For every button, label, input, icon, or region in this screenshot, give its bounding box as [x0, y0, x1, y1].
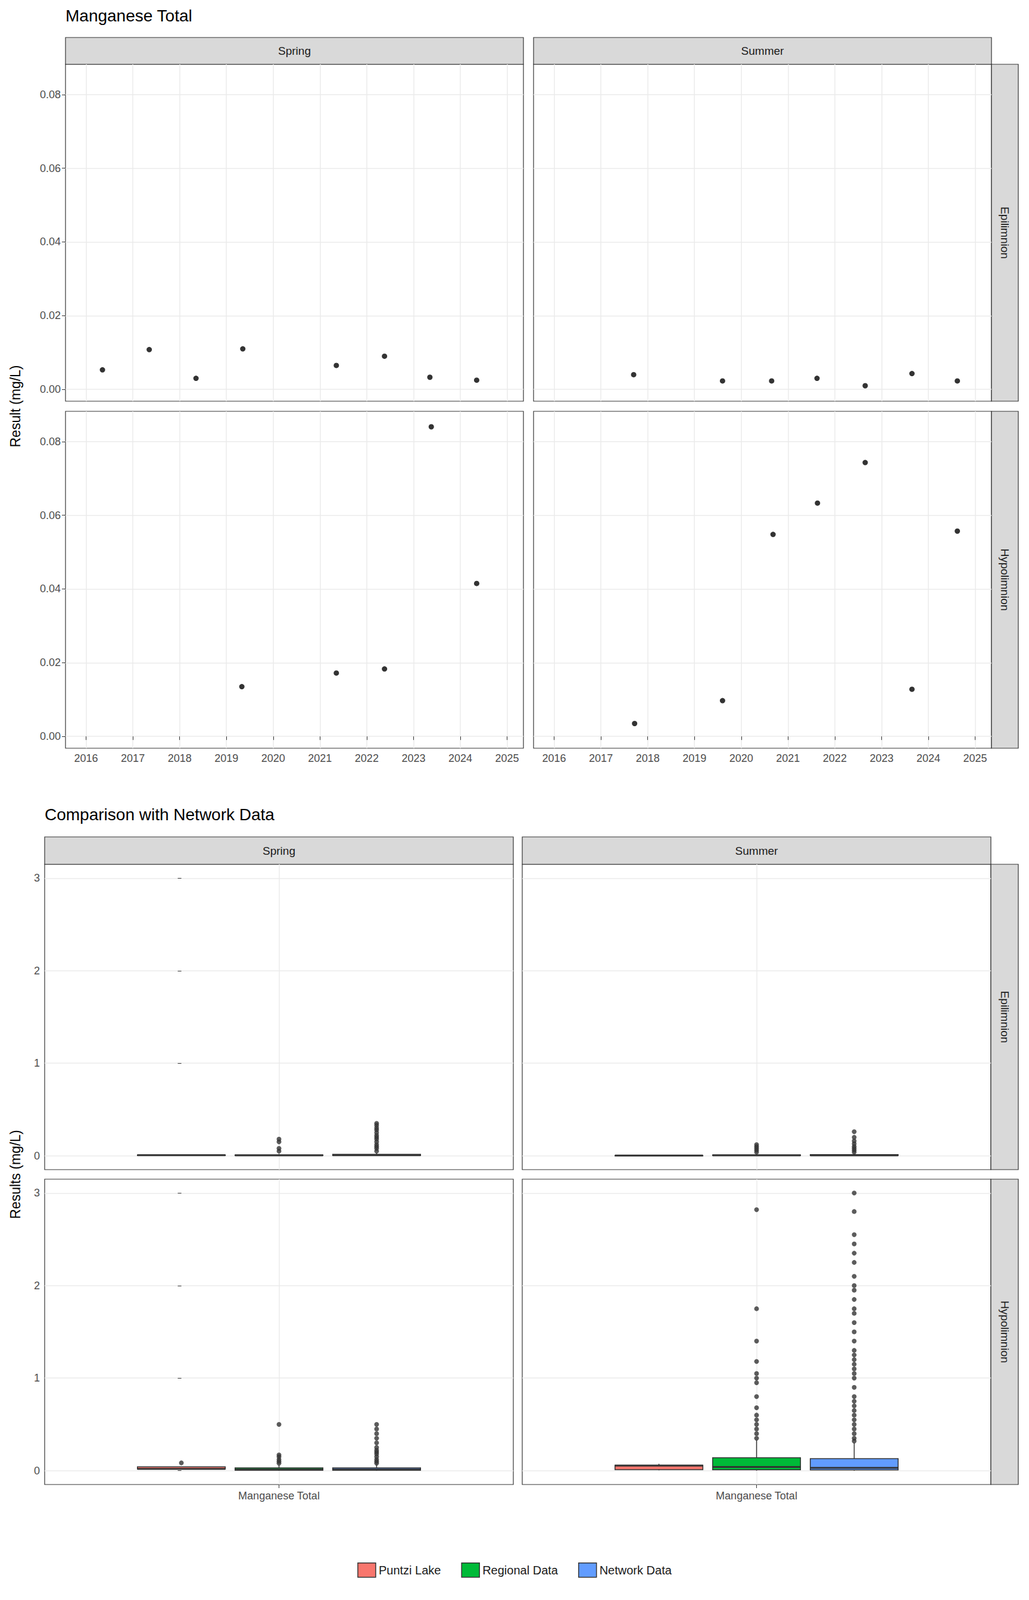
svg-text:Hypolimnion: Hypolimnion	[998, 549, 1012, 612]
svg-text:3: 3	[33, 1187, 40, 1200]
svg-text:0.04: 0.04	[39, 235, 61, 248]
svg-text:1: 1	[33, 1372, 40, 1385]
svg-text:0.06: 0.06	[39, 509, 61, 522]
svg-text:2017: 2017	[120, 752, 145, 765]
svg-text:0.02: 0.02	[39, 309, 61, 322]
svg-text:0.00: 0.00	[39, 383, 61, 396]
svg-text:2021: 2021	[775, 752, 800, 765]
svg-text:2023: 2023	[401, 752, 426, 765]
svg-text:2017: 2017	[588, 752, 613, 765]
svg-text:0.06: 0.06	[39, 162, 61, 175]
svg-text:0.02: 0.02	[39, 656, 61, 669]
svg-text:2019: 2019	[682, 752, 707, 765]
svg-text:2024: 2024	[916, 752, 941, 765]
svg-text:Regional Data: Regional Data	[482, 1564, 559, 1578]
svg-text:Network Data: Network Data	[599, 1564, 673, 1578]
svg-text:2025: 2025	[494, 752, 519, 765]
svg-text:Hypolimnion: Hypolimnion	[998, 1301, 1012, 1364]
svg-text:Puntzi Lake: Puntzi Lake	[378, 1564, 442, 1578]
svg-text:2023: 2023	[869, 752, 894, 765]
svg-text:0.08: 0.08	[39, 88, 61, 101]
svg-text:Manganese Total: Manganese Total	[715, 1490, 798, 1503]
svg-text:Results (mg/L): Results (mg/L)	[7, 1130, 24, 1220]
svg-text:3: 3	[33, 872, 40, 885]
svg-text:0: 0	[33, 1465, 40, 1478]
svg-text:2022: 2022	[822, 752, 847, 765]
svg-text:2022: 2022	[354, 752, 379, 765]
svg-text:0.08: 0.08	[39, 435, 61, 448]
svg-text:2019: 2019	[214, 752, 239, 765]
svg-text:2016: 2016	[542, 752, 567, 765]
svg-text:2018: 2018	[167, 752, 192, 765]
svg-text:2018: 2018	[635, 752, 660, 765]
svg-text:0: 0	[33, 1150, 40, 1163]
svg-text:0.00: 0.00	[39, 730, 61, 743]
svg-text:0.04: 0.04	[39, 582, 61, 595]
svg-text:2: 2	[33, 1280, 40, 1293]
svg-text:Manganese Total: Manganese Total	[65, 6, 193, 26]
svg-text:Result (mg/L): Result (mg/L)	[7, 365, 24, 448]
svg-text:Epilimnion: Epilimnion	[998, 991, 1012, 1044]
svg-text:2016: 2016	[74, 752, 99, 765]
svg-text:Summer: Summer	[735, 844, 779, 858]
svg-text:Epilimnion: Epilimnion	[998, 206, 1012, 260]
svg-text:2025: 2025	[962, 752, 987, 765]
svg-text:2021: 2021	[307, 752, 332, 765]
svg-text:Comparison with Network Data: Comparison with Network Data	[44, 805, 275, 825]
svg-text:Spring: Spring	[262, 844, 296, 858]
svg-text:1: 1	[33, 1057, 40, 1070]
svg-text:Summer: Summer	[741, 44, 785, 58]
svg-text:Manganese Total: Manganese Total	[238, 1490, 320, 1503]
svg-text:2024: 2024	[448, 752, 473, 765]
svg-text:2020: 2020	[729, 752, 754, 765]
svg-text:Spring: Spring	[278, 44, 311, 58]
svg-text:2020: 2020	[261, 752, 286, 765]
svg-text:2: 2	[33, 965, 40, 978]
